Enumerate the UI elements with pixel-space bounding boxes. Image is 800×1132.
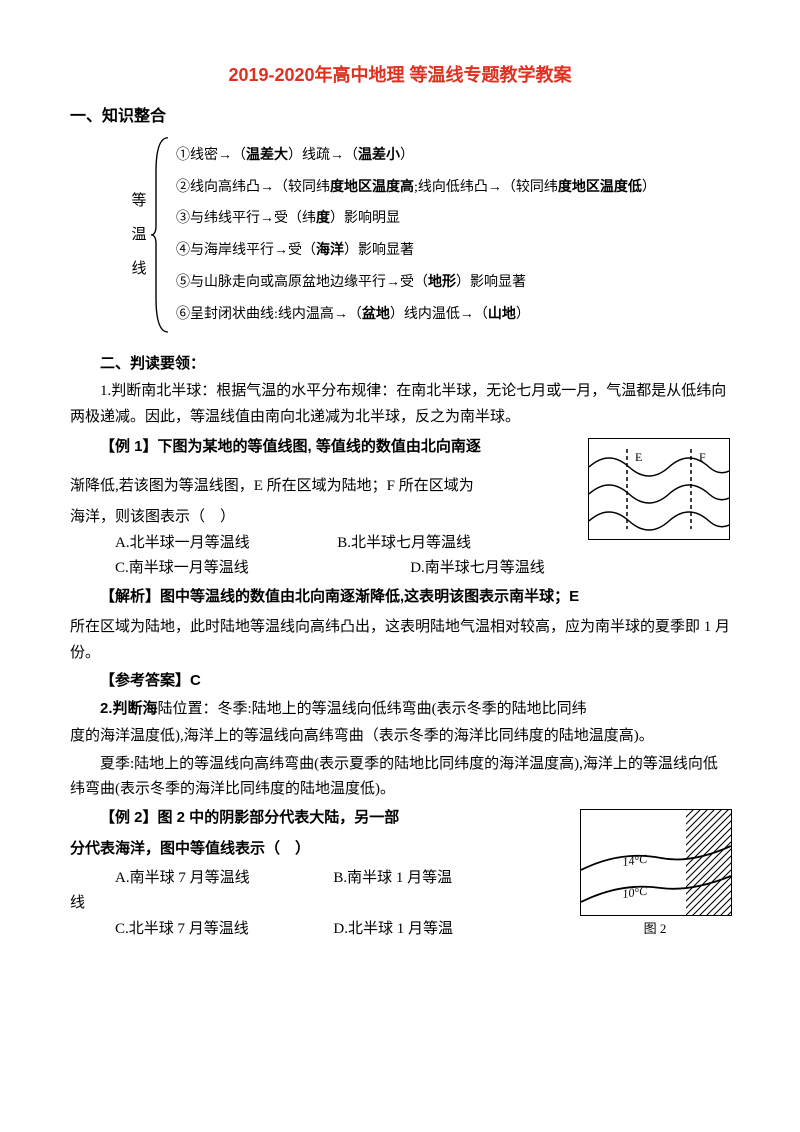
rule-4: ④与海岸线平行→受（海洋）影响显著	[176, 238, 730, 263]
bracket-char-1: 等	[131, 184, 146, 218]
ex2-opt-a: A.南半球 7 月等温线	[115, 866, 333, 892]
rule-6: ⑥呈封闭状曲线:线内温高→（盆地）线内温低→（山地）	[176, 302, 730, 327]
ex1-opt-d: D.南半球七月等温线	[410, 556, 705, 582]
ex1-answer: 【参考答案】C	[70, 668, 730, 694]
doc-title: 2019-2020年高中地理 等温线专题教学教案	[70, 60, 730, 91]
ex1-analysis-2: 所在区域为陆地，此时陆地等温线向高纬凸出，这表明陆地气温相对较高，应为南半球的夏…	[70, 615, 730, 666]
bracket-group: 等 温 线 ①线密→（温差大）线疏→（温差小） ②线向高纬凸→（较同纬度地区温度…	[130, 136, 730, 334]
bracket-char-3: 线	[131, 252, 146, 286]
figure-2-wrap: 14°C 10°C 图 2	[580, 809, 730, 940]
ex1-opt-c: C.南半球一月等温线	[115, 556, 410, 582]
rule-2: ②线向高纬凸→（较同纬度地区温度高;线向低纬凸→（较同纬度地区温度低）	[176, 175, 730, 200]
section-heading-1: 一、知识整合	[70, 103, 730, 130]
ex1-opt-b: B.北半球七月等温线	[337, 531, 559, 557]
rules-list: ①线密→（温差大）线疏→（温差小） ②线向高纬凸→（较同纬度地区温度高;线向低纬…	[170, 136, 730, 334]
rule-3: ③与纬线平行→受（纬度）影响明显	[176, 206, 730, 231]
ex2-opt-c: C.北半球 7 月等温线	[115, 917, 333, 943]
bracket-char-2: 温	[131, 218, 146, 252]
bracket-label: 等 温 线	[130, 136, 150, 334]
figure-2-caption: 图 2	[580, 918, 730, 940]
figure-1: E F	[588, 438, 730, 540]
rule-1: ①线密→（温差大）线疏→（温差小）	[176, 143, 730, 168]
para-rule-2b: 度的海洋温度低),海洋上的等温线向高纬弯曲（表示冬季的海洋比同纬度的陆地温度高)…	[70, 724, 730, 750]
rule-5: ⑤与山脉走向或高原盆地边缘平行→受（地形）影响显著	[176, 270, 730, 295]
para-rule-2c: 夏季:陆地上的等温线向高纬弯曲(表示夏季的陆地比同纬度的海洋温度高),海洋上的等…	[70, 752, 730, 803]
fig1-label-f: F	[699, 450, 706, 464]
figure-2: 14°C 10°C	[580, 809, 732, 916]
ex1-opt-a: A.北半球一月等温线	[115, 531, 337, 557]
para-rule-1: 1.判断南北半球：根据气温的水平分布规律：在南北半球，无论七月或一月，气温都是从…	[70, 379, 730, 430]
para-rule-2a: 2.判断海2.判断海陆位置：冬季:陆地上的等温线向低纬弯曲(表示冬季的陆地比同纬…	[70, 696, 730, 723]
fig1-label-e: E	[635, 450, 642, 464]
ex2-opt-b: B.南半球 1 月等温	[333, 866, 551, 892]
ex2-opt-d: D.北半球 1 月等温	[333, 917, 551, 943]
ex1-analysis-1: 【解析】图中等温线的数值由北向南逐渐降低,这表明该图表示南半球；E	[70, 584, 730, 610]
left-brace-icon	[150, 136, 170, 334]
section-heading-2: 二、判读要领：	[70, 352, 730, 378]
